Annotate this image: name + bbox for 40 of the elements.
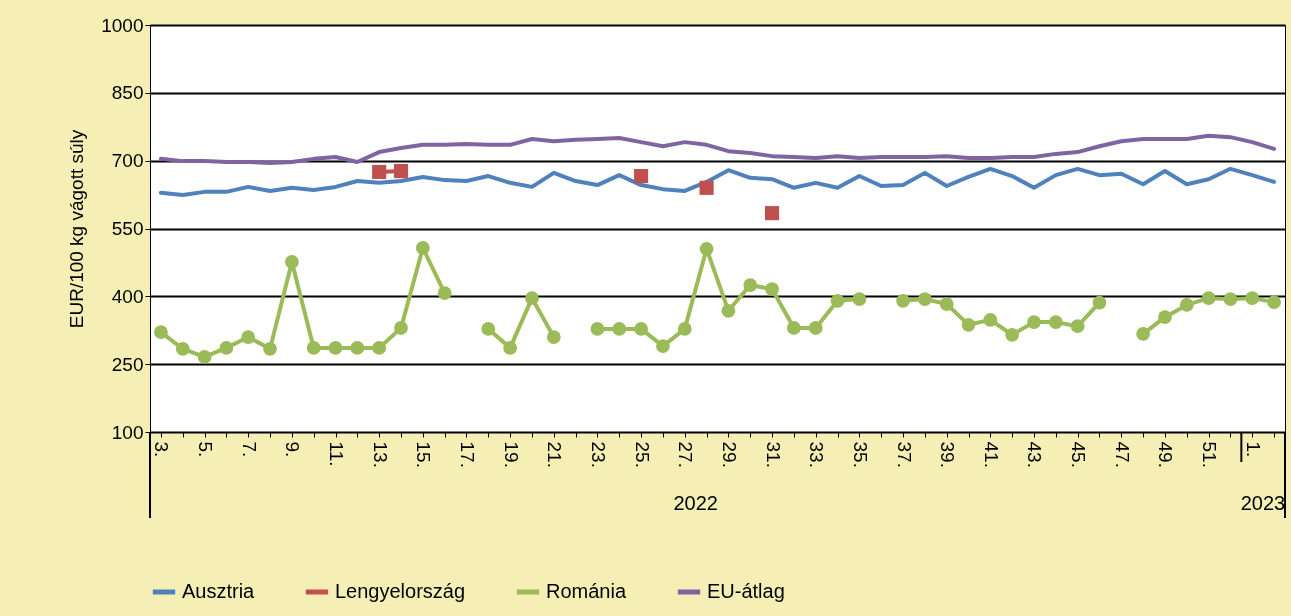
x-tick-label: 11.: [326, 441, 348, 467]
y-tick-label: 850: [111, 82, 144, 104]
x-tick-label: 49.: [1155, 441, 1177, 468]
x-tick-label: 43.: [1024, 441, 1046, 468]
y-tick-label: 1000: [101, 14, 144, 36]
x-tick-label: 37.: [893, 441, 915, 468]
x-tick-label: 13.: [369, 441, 391, 468]
x-tick-label: 41.: [980, 441, 1002, 468]
legend-label: Ausztria: [182, 580, 256, 602]
x-tick-label: 23.: [587, 441, 609, 468]
y-tick-label: 250: [111, 353, 144, 375]
x-tick-label: 9.: [282, 441, 304, 458]
x-tick-label: 39.: [937, 441, 959, 468]
x-tick-label: 27.: [675, 441, 697, 468]
x-tick-label: 7.: [238, 441, 260, 458]
y-tick-label: 400: [111, 285, 144, 307]
x-tick-label: 15.: [413, 441, 435, 468]
x-tick-label: 31.: [762, 441, 784, 468]
x-tick-label: 17.: [456, 441, 478, 468]
y-tick-label: 700: [111, 150, 144, 172]
x-tick-label: 51.: [1199, 441, 1221, 468]
legend-label: Románia: [546, 580, 627, 602]
x-tick-label: 19.: [500, 441, 522, 468]
x-tick-label: 5.: [195, 441, 217, 458]
y-axis-title: EUR/100 kg vágott súly: [66, 129, 88, 329]
x-tick-label: 45.: [1068, 441, 1090, 468]
x-tick-label: 3.: [151, 441, 173, 458]
x-tick-label: 47.: [1111, 441, 1133, 468]
text: 2023: [1240, 492, 1286, 514]
text: 2022: [673, 492, 718, 514]
x-tick-label: 21.: [544, 441, 566, 468]
legend-label: EU-átlag: [707, 580, 785, 602]
x-tick-label: 25.: [631, 441, 653, 468]
y-tick-label: 100: [111, 421, 144, 443]
x-tick-label: 1.: [1242, 441, 1264, 458]
legend-label: Lengyelország: [335, 580, 466, 602]
y-tick-label: 550: [111, 218, 144, 239]
x-tick-label: 35.: [849, 441, 871, 468]
x-tick-label: 33.: [806, 441, 828, 468]
x-tick-label: 29.: [718, 441, 740, 468]
